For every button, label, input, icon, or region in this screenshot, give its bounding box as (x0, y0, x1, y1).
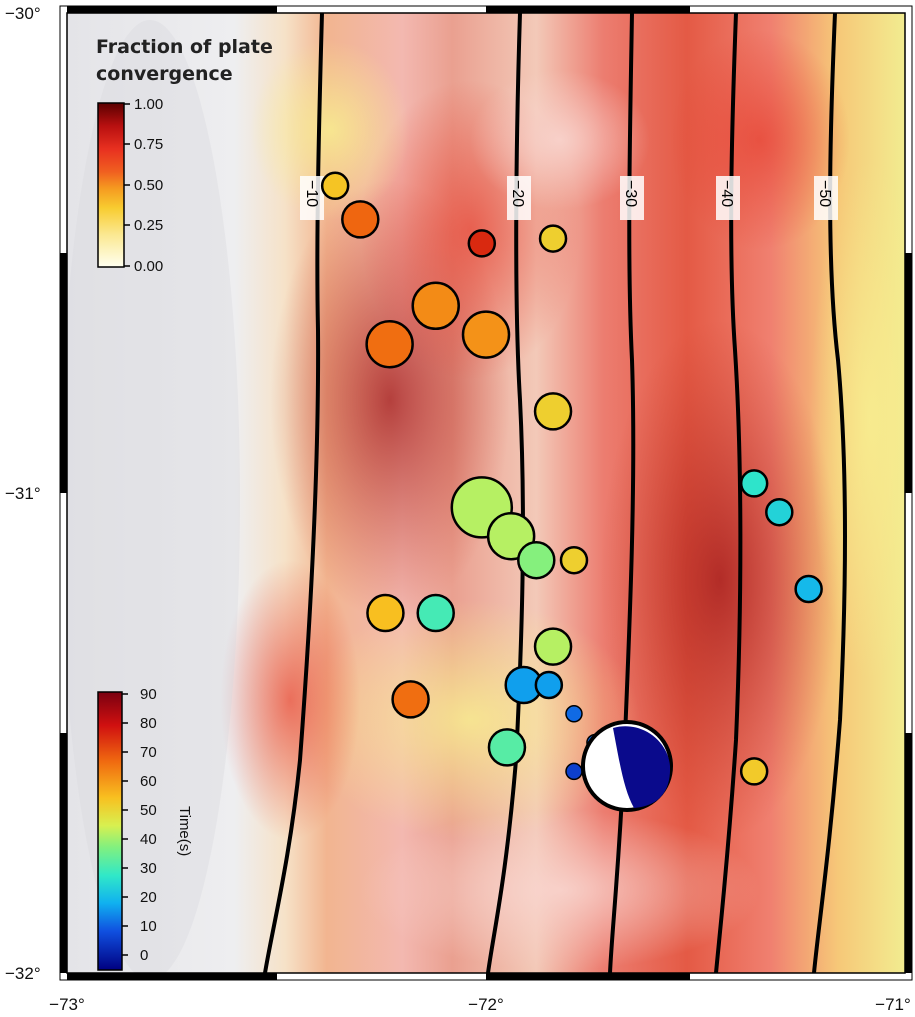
contour-label: −10 (303, 180, 320, 207)
contour-label: −40 (718, 180, 735, 207)
focal-mechanism-compressional (613, 726, 671, 808)
earthquake-marker (411, 281, 460, 331)
time-colorbar (97, 691, 123, 971)
earthquake-marker (538, 224, 568, 253)
earthquake-marker (416, 593, 455, 633)
earthquake-marker (534, 670, 564, 700)
y-axis-labels: −30° −31° −32° (5, 4, 41, 983)
y-tick-label: −32° (5, 964, 41, 983)
time-tick-label: 80 (140, 715, 157, 732)
time-legend-label: Time(s) (176, 806, 193, 856)
earthquake-marker (487, 728, 527, 767)
frame-bar-top-mid (486, 6, 690, 13)
earthquake-marker (739, 469, 769, 498)
x-tick-label: −72° (468, 995, 504, 1014)
events-layer (320, 171, 823, 786)
time-tick-label: 90 (140, 686, 157, 703)
frame-bar-left-bottom (60, 733, 67, 973)
x-tick-label: −73° (49, 995, 85, 1014)
earthquake-marker (739, 757, 769, 786)
convergence-tick-label: 1.00 (134, 96, 163, 113)
contour-label: −20 (509, 180, 526, 207)
earthquake-marker (565, 705, 583, 723)
convergence-legend-title: convergence (96, 63, 233, 85)
convergence-tick-label: 0.25 (134, 217, 163, 234)
time-legend: 90 80 70 60 50 40 30 20 10 0 Time(s) (97, 686, 193, 971)
y-tick-label: −31° (5, 484, 41, 503)
earthquake-marker (365, 319, 414, 369)
earthquake-marker (341, 200, 380, 239)
convergence-tick-label: 0.00 (134, 258, 163, 275)
convergence-tick-label: 0.50 (134, 177, 163, 194)
earthquake-marker (765, 497, 794, 527)
frame-bar-top-left (67, 6, 277, 13)
time-tick-label: 60 (140, 773, 157, 790)
frame-bar-right-bottom (905, 733, 912, 973)
x-tick-label: −71° (875, 995, 911, 1014)
convergence-colorbar (97, 102, 125, 268)
map-frame (59, 5, 913, 981)
earthquake-marker (794, 574, 823, 604)
contour-label: −50 (816, 180, 833, 207)
earthquake-marker (461, 310, 511, 359)
y-tick-label: −30° (5, 4, 41, 23)
x-axis-labels: −73° −72° −71° (49, 995, 911, 1014)
time-tick-label: 70 (140, 744, 157, 761)
earthquake-marker (366, 593, 405, 633)
frame-bar-right-mid (905, 253, 912, 493)
contour-labels: −10 −20 −30 −40 −50 (300, 176, 838, 220)
convergence-tick-label: 0.75 (134, 136, 163, 153)
time-tick-label: 40 (140, 831, 157, 848)
frame-bar-bottom-left (67, 973, 277, 980)
contour-label: −30 (622, 180, 639, 207)
frame-bar-left-mid (60, 253, 67, 493)
time-tick-label: 20 (140, 889, 157, 906)
earthquake-marker (533, 627, 573, 666)
time-tick-label: 50 (140, 802, 157, 819)
time-tick-label: 30 (140, 860, 157, 877)
focal-mechanism-icon (581, 720, 673, 812)
convergence-legend: Fraction of plate convergence 1.00 0.75 … (96, 36, 273, 275)
convergence-legend-title: Fraction of plate (96, 36, 273, 58)
frame-bar-bottom-mid (486, 973, 690, 980)
earthquake-marker (467, 229, 497, 258)
earthquake-marker (517, 540, 556, 580)
time-tick-label: 10 (140, 918, 157, 935)
time-tick-label: 0 (140, 947, 148, 964)
earthquake-marker (533, 392, 573, 431)
earthquake-marker (391, 680, 430, 719)
earthquake-marker (559, 545, 589, 575)
earthquake-marker (320, 171, 350, 201)
earthquake-marker (565, 762, 583, 781)
